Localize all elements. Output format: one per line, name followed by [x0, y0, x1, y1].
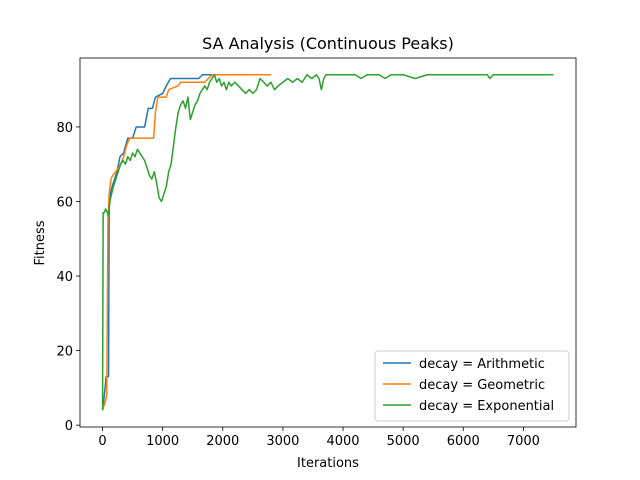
x-axis-label: Iterations [297, 456, 359, 471]
legend-label-1: decay = Geometric [419, 378, 545, 393]
y-tick-label: 80 [56, 121, 73, 136]
x-tick-label: 2000 [206, 434, 239, 449]
series-line-2 [101, 74, 554, 411]
y-tick-label: 60 [56, 196, 73, 211]
legend: decay = Arithmetic decay = Geometric decay… [374, 350, 570, 422]
y-tick-label: 0 [65, 419, 73, 434]
x-tick-label: 5000 [387, 434, 420, 449]
plot-frame [79, 57, 577, 428]
chart-title: SA Analysis (Continuous Peaks) [202, 34, 454, 53]
y-tick-label: 20 [56, 345, 73, 360]
x-tick-label: 4000 [326, 434, 359, 449]
legend-label-0: decay = Arithmetic [419, 357, 545, 372]
x-tick-label: 3000 [266, 434, 299, 449]
y-axis-label: Fitness [33, 220, 48, 265]
plot-area: 0 1000 2000 3000 4000 5000 6000 7000 0 20 40 60 80 [56, 57, 577, 449]
y-tick-label: 40 [56, 270, 73, 285]
x-tick-label: 7000 [507, 434, 540, 449]
x-tick-label: 6000 [447, 434, 480, 449]
x-tick-label: 1000 [146, 434, 179, 449]
series-line-1 [101, 74, 271, 411]
legend-box [374, 350, 570, 422]
x-tick-label: 0 [98, 434, 106, 449]
legend-label-2: decay = Exponential [419, 399, 554, 414]
